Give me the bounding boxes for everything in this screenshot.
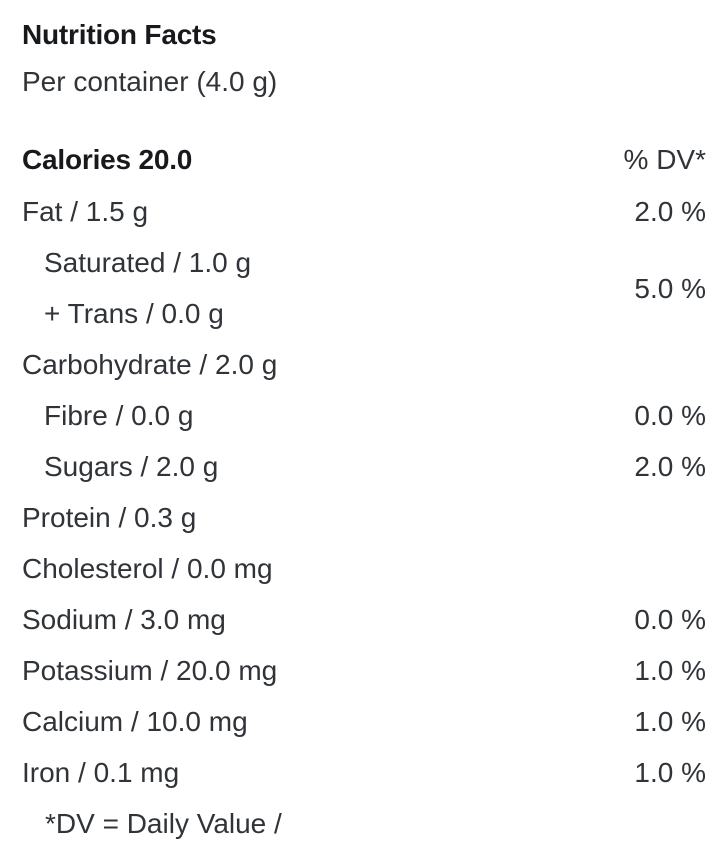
nutrient-labels: Sodium / 3.0 mg xyxy=(22,594,634,645)
nutrient-dv-value: 0.0 % xyxy=(634,604,706,635)
nutrient-labels: Calcium / 10.0 mg xyxy=(22,696,634,747)
nutrient-dv-value: 0.0 % xyxy=(634,400,706,431)
nutrient-label: Potassium / 20.0 mg xyxy=(22,655,278,686)
nutrient-label: Fibre / 0.0 g xyxy=(44,400,194,431)
nutrient-label: Protein / 0.3 g xyxy=(22,502,197,533)
serving-size-text: Per container (4.0 g) xyxy=(22,66,278,97)
nutrient-row: Fat / 1.5 g 2.0 % xyxy=(22,186,706,237)
nutrient-labels: Iron / 0.1 mg xyxy=(22,747,634,798)
nutrient-row: Protein / 0.3 g xyxy=(22,492,706,543)
nutrient-label: Saturated / 1.0 g xyxy=(44,247,252,278)
nutrient-labels: Potassium / 20.0 mg xyxy=(22,645,634,696)
nutrient-row: Carbohydrate / 2.0 g xyxy=(22,339,706,390)
nutrient-labels: Carbohydrate / 2.0 g xyxy=(22,339,706,390)
nutrient-dv-value: 5.0 % xyxy=(634,272,706,304)
calories-header-row: Calories 20.0 % DV* xyxy=(22,134,706,186)
daily-value-column-header: % DV* xyxy=(623,144,706,175)
nutrient-label: Cholesterol / 0.0 mg xyxy=(22,553,273,584)
nutrient-dv-value: 1.0 % xyxy=(634,757,706,788)
nutrient-dv-value: 2.0 % xyxy=(634,451,706,482)
nutrient-row: Potassium / 20.0 mg 1.0 % xyxy=(22,645,706,696)
nutrition-facts-title: Nutrition Facts xyxy=(22,19,217,50)
nutrient-dv-value: 1.0 % xyxy=(634,655,706,686)
nutrient-label: Carbohydrate / 2.0 g xyxy=(22,349,278,380)
nutrient-labels: Cholesterol / 0.0 mg xyxy=(22,543,706,594)
nutrient-labels: Fibre / 0.0 g xyxy=(22,390,634,441)
nutrient-label: + Trans / 0.0 g xyxy=(44,298,224,329)
nutrient-label: Sugars / 2.0 g xyxy=(44,451,219,482)
nutrient-label: Fat / 1.5 g xyxy=(22,196,149,227)
nutrient-labels: Sugars / 2.0 g xyxy=(22,441,634,492)
nutrient-dv-value: 1.0 % xyxy=(634,706,706,737)
nutrient-row: Calcium / 10.0 mg 1.0 % xyxy=(22,696,706,747)
nutrient-label: Sodium / 3.0 mg xyxy=(22,604,226,635)
nutrient-row: Iron / 0.1 mg 1.0 % xyxy=(22,747,706,798)
nutrient-row: Cholesterol / 0.0 mg xyxy=(22,543,706,594)
nutrient-labels: Fat / 1.5 g xyxy=(22,186,634,237)
nutrient-rows: Fat / 1.5 g 2.0 % Saturated / 1.0 g + Tra… xyxy=(22,186,706,798)
nutrient-label: Calcium / 10.0 mg xyxy=(22,706,248,737)
nutrient-row: Sugars / 2.0 g 2.0 % xyxy=(22,441,706,492)
nutrient-dv-value: 2.0 % xyxy=(634,196,706,227)
daily-value-footnote: *DV = Daily Value / xyxy=(45,808,282,839)
calories-value: Calories 20.0 xyxy=(22,144,193,175)
nutrient-row: Fibre / 0.0 g 0.0 % xyxy=(22,390,706,441)
nutrient-row: Sodium / 3.0 mg 0.0 % xyxy=(22,594,706,645)
nutrient-labels: Saturated / 1.0 g + Trans / 0.0 g xyxy=(22,237,634,339)
nutrient-labels: Protein / 0.3 g xyxy=(22,492,706,543)
nutrient-row: Saturated / 1.0 g + Trans / 0.0 g 5.0 % xyxy=(22,237,706,339)
nutrient-label: Iron / 0.1 mg xyxy=(22,757,180,788)
